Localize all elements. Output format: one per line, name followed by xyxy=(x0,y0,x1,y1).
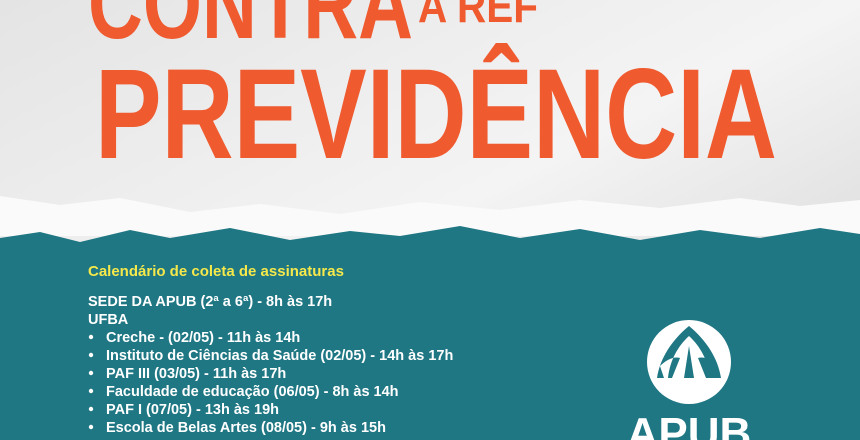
calendar-item: PAF I (07/05) - 13h às 19h xyxy=(106,402,279,418)
logo: APUB xyxy=(627,320,752,440)
torn-paper-edge xyxy=(0,196,860,236)
calendar-item: Escola de Belas Artes (08/05) - 9h às 15… xyxy=(106,420,386,436)
teal-background xyxy=(0,226,860,440)
bullet xyxy=(88,352,94,358)
bullet xyxy=(88,424,94,430)
bullet xyxy=(88,334,94,340)
title-line-1: CONTRA xyxy=(88,0,413,60)
calendar-line: UFBA xyxy=(88,312,129,328)
title-line-3: PREVIDÊNCIA xyxy=(95,43,777,186)
title-line-2: A REF xyxy=(418,0,538,32)
bullet xyxy=(88,370,94,376)
calendar-item: Creche - (02/05) - 11h às 14h xyxy=(106,330,300,346)
calendar-heading: Calendário de coleta de assinaturas xyxy=(88,263,344,280)
logo-text: APUB xyxy=(627,409,752,440)
bullet xyxy=(88,388,94,394)
logo-leaves xyxy=(657,326,721,378)
bullet xyxy=(88,406,94,412)
calendar-line: SEDE DA APUB (2ª a 6ª) - 8h às 17h xyxy=(88,294,332,310)
calendar-list: SEDE DA APUB (2ª a 6ª) - 8h às 17h UFBA Cr… xyxy=(88,294,453,436)
calendar-item: PAF III (03/05) - 11h às 17h xyxy=(106,366,286,382)
calendar-item: Faculdade de educação (06/05) - 8h às 14… xyxy=(106,384,399,400)
calendar-item: Instituto de Ciências da Saúde (02/05) -… xyxy=(106,348,453,364)
